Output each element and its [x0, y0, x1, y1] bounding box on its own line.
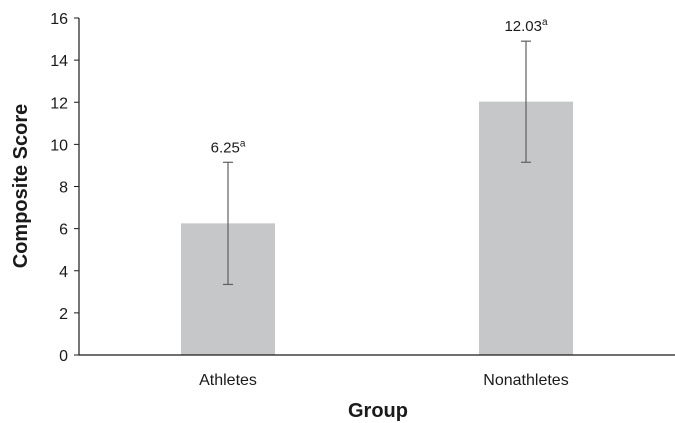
- x-axis-title: Group: [348, 400, 408, 422]
- y-tick-label: 16: [50, 11, 68, 28]
- axes-layer: [74, 17, 675, 356]
- y-tick-label: 2: [59, 306, 68, 323]
- y-tick-label: 6: [59, 222, 68, 239]
- y-tick-label: 8: [59, 180, 68, 197]
- y-tick-label: 4: [59, 264, 68, 281]
- x-tick-label: Athletes: [199, 372, 257, 389]
- y-tick-label: 14: [50, 53, 68, 70]
- y-tick-label: 0: [59, 348, 68, 365]
- y-axis-title: Composite Score: [10, 104, 32, 268]
- x-tick-label: Nonathletes: [483, 372, 568, 389]
- data-label: 6.25a: [211, 138, 246, 156]
- y-tick-label: 10: [50, 137, 68, 154]
- y-tick-label: 12: [50, 95, 68, 112]
- error-bars-layer: [223, 40, 531, 286]
- data-label: 12.03a: [504, 17, 548, 35]
- labels-layer: 6.25a Athletes 12.03a Nonathletes 0 2 4 6 8 10 12 1…: [50, 11, 568, 389]
